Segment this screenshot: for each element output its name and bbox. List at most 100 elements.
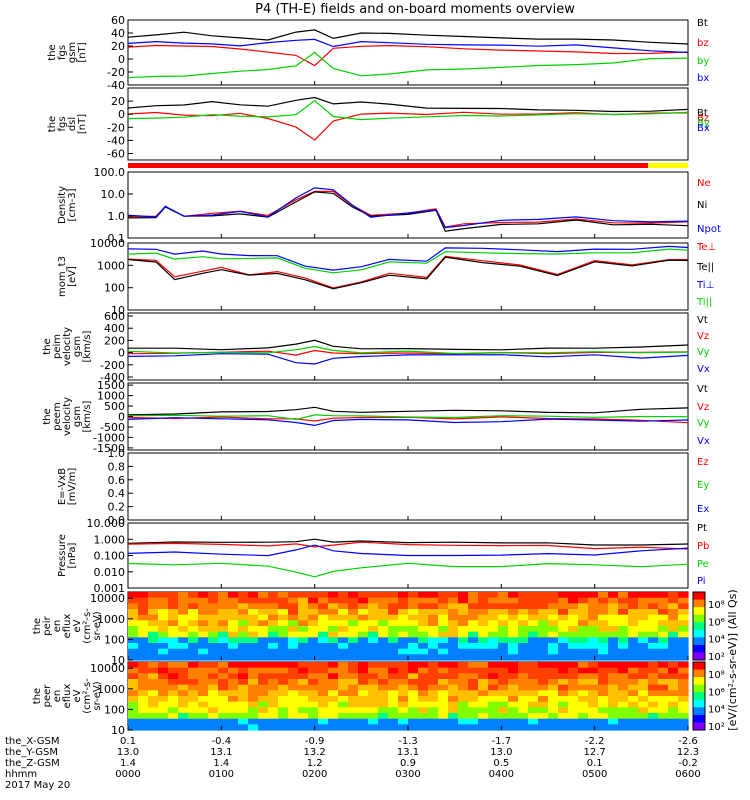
heatmap-cell <box>648 713 659 720</box>
heatmap-cell <box>428 609 439 616</box>
heatmap-cell <box>138 673 149 680</box>
heatmap-cell <box>638 684 649 691</box>
heatmap-cell <box>598 701 609 708</box>
heatmap-cell <box>558 724 569 731</box>
ephemeris-row-label: the_Z-GSM <box>5 758 60 769</box>
heatmap-cell <box>428 592 439 599</box>
heatmap-cell <box>558 690 569 697</box>
heatmap-cell <box>558 592 569 599</box>
heatmap-cell <box>378 592 389 599</box>
heatmap-cell <box>378 637 389 644</box>
heatmap-cell <box>318 637 329 644</box>
heatmap-cell <box>588 713 599 720</box>
heatmap-cell <box>628 654 639 661</box>
heatmap-cell <box>258 679 269 686</box>
heatmap-cell <box>548 667 559 674</box>
heatmap-cell <box>488 648 499 655</box>
heatmap-cell <box>578 626 589 633</box>
legend-entry: Pe <box>697 559 709 570</box>
heatmap-cell <box>178 609 189 616</box>
heatmap-cell <box>278 592 289 599</box>
heatmap-cell <box>508 603 519 610</box>
heatmap-cell <box>458 603 469 610</box>
heatmap-cell <box>648 690 659 697</box>
heatmap-cell <box>238 648 249 655</box>
heatmap-cell <box>538 609 549 616</box>
heatmap-cell <box>318 696 329 703</box>
heatmap-cell <box>188 609 199 616</box>
heatmap-cell <box>488 679 499 686</box>
y-tick-label: 0.6 <box>108 474 126 487</box>
heatmap-cell <box>618 696 629 703</box>
heatmap-cell <box>558 718 569 725</box>
heatmap-cell <box>418 654 429 661</box>
heatmap-cell <box>548 701 559 708</box>
heatmap-cell <box>438 690 449 697</box>
series-line-Vt <box>128 339 689 351</box>
heatmap-cell <box>428 667 439 674</box>
heatmap-cell <box>488 673 499 680</box>
heatmap-cell <box>588 626 599 633</box>
heatmap-cell <box>318 673 329 680</box>
heatmap-cell <box>298 673 309 680</box>
heatmap-cell <box>148 679 159 686</box>
heatmap-cell <box>248 592 259 599</box>
heatmap-cell <box>658 724 669 731</box>
y-axis-label: velocity <box>62 327 73 366</box>
heatmap-cell <box>598 690 609 697</box>
heatmap-cell <box>248 690 259 697</box>
heatmap-cell <box>458 667 469 674</box>
heatmap-cell <box>288 614 299 621</box>
heatmap-cell <box>328 626 339 633</box>
heatmap-cell <box>388 626 399 633</box>
heatmap-cell <box>478 713 489 720</box>
heatmap-cell <box>598 684 609 691</box>
y-tick-label: 0 <box>118 411 125 424</box>
heatmap-cell <box>348 626 359 633</box>
heatmap-cell <box>308 684 319 691</box>
heatmap-cell <box>638 592 649 599</box>
heatmap-cell <box>598 654 609 661</box>
heatmap-cell <box>488 713 499 720</box>
heatmap-cell <box>448 609 459 616</box>
heatmap-cell <box>188 637 199 644</box>
heatmap-cell <box>618 701 629 708</box>
heatmap-cell <box>578 724 589 731</box>
heatmap-cell <box>418 673 429 680</box>
heatmap-cell <box>628 707 639 714</box>
heatmap-cell <box>628 701 639 708</box>
y-tick-label: 200 <box>104 334 125 347</box>
y-axis-label: (cm²-s- <box>82 678 93 714</box>
heatmap-cell <box>358 643 369 650</box>
heatmap-cell <box>338 718 349 725</box>
heatmap-cell <box>618 684 629 691</box>
heatmap-cell <box>158 592 169 599</box>
heatmap-cell <box>358 626 369 633</box>
heatmap-cell <box>508 592 519 599</box>
heatmap-cell <box>638 631 649 638</box>
heatmap-cell <box>368 626 379 633</box>
heatmap-cell <box>528 643 539 650</box>
heatmap-cell <box>228 673 239 680</box>
heatmap-cell <box>228 718 239 725</box>
heatmap-cell <box>588 718 599 725</box>
heatmap-cell <box>298 592 309 599</box>
heatmap-cell <box>618 643 629 650</box>
heatmap-cell <box>538 690 549 697</box>
heatmap-cell <box>528 609 539 616</box>
heatmap-cell <box>288 690 299 697</box>
heatmap-cell <box>208 654 219 661</box>
heatmap-cell <box>578 684 589 691</box>
heatmap-cell <box>588 667 599 674</box>
heatmap-cell <box>208 707 219 714</box>
heatmap-cell <box>168 620 179 627</box>
heatmap-cell <box>338 654 349 661</box>
heatmap-cell <box>358 679 369 686</box>
heatmap-cell <box>468 603 479 610</box>
heatmap-cell <box>278 696 289 703</box>
heatmap-cell <box>618 667 629 674</box>
heatmap-cell <box>648 592 659 599</box>
ephemeris-value: 0400 <box>489 769 514 780</box>
heatmap-cell <box>628 679 639 686</box>
heatmap-cell <box>448 648 459 655</box>
